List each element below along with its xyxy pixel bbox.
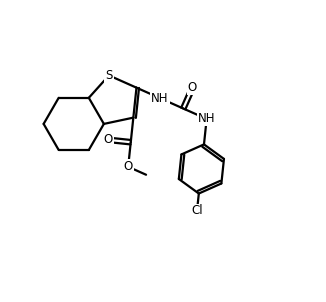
Text: NH: NH [198,112,215,125]
Text: O: O [188,81,197,94]
Text: NH: NH [151,92,169,104]
Text: O: O [124,160,133,173]
Text: Cl: Cl [191,204,203,217]
Text: S: S [105,69,113,82]
Text: O: O [104,133,113,146]
